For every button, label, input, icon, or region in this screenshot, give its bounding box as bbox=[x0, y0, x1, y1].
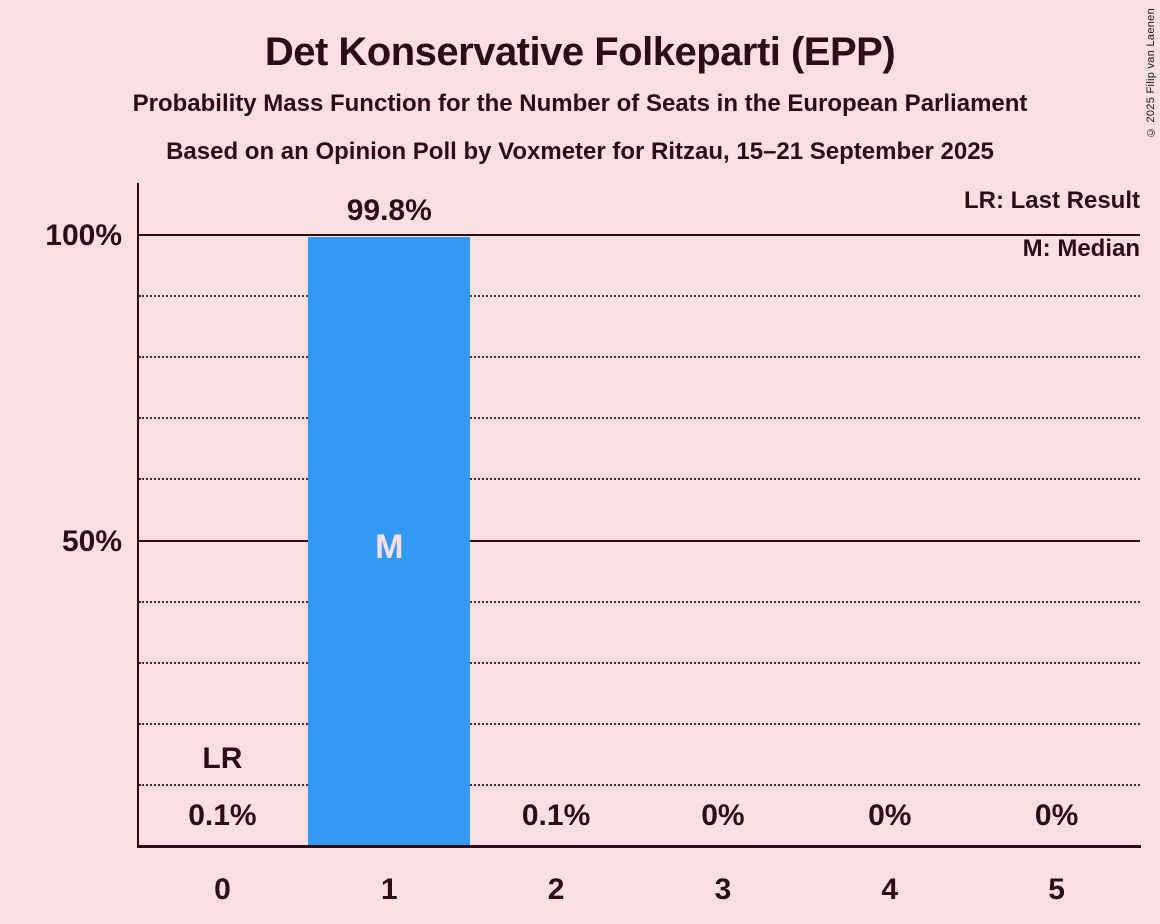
copyright-notice: © 2025 Filip van Laenen bbox=[1145, 8, 1157, 139]
x-axis-labels: 0 1 2 3 4 5 bbox=[139, 872, 1140, 912]
gridline-solid-100 bbox=[139, 234, 1140, 236]
bar-seats-1 bbox=[308, 237, 471, 847]
x-tick-label-0: 0 bbox=[214, 873, 231, 906]
gridline-dotted-30 bbox=[139, 661, 1140, 664]
gridline-dotted-40 bbox=[139, 600, 1140, 603]
gridline-dotted-80 bbox=[139, 356, 1140, 359]
x-tick-label-4: 4 bbox=[881, 873, 899, 906]
poll-info: Based on an Opinion Poll by Voxmeter for… bbox=[166, 138, 994, 165]
legend-median: M: Median bbox=[1022, 235, 1140, 262]
median-marker: M bbox=[375, 528, 404, 566]
last-result-marker: LR bbox=[202, 742, 243, 775]
x-axis-line bbox=[137, 845, 1141, 848]
value-label-seats-5: 0% bbox=[1034, 799, 1079, 832]
chart-title: Det Konservative Folkeparti (EPP) bbox=[264, 30, 896, 74]
x-tick-label-2: 2 bbox=[547, 873, 565, 906]
value-label-seats-3: 0% bbox=[701, 799, 745, 832]
value-label-seats-4: 0% bbox=[868, 799, 912, 832]
x-tick-label-3: 3 bbox=[714, 873, 732, 906]
plot-area: 0.1% 99.8% 0.1% 0% 0% 0% LR M bbox=[139, 183, 1140, 847]
x-tick-label-5: 5 bbox=[1048, 873, 1065, 906]
gridline-dotted-20 bbox=[139, 722, 1140, 725]
y-tick-label-100: 100% bbox=[45, 219, 122, 252]
gridline-solid-50 bbox=[139, 539, 1140, 542]
gridline-dotted-10 bbox=[139, 783, 1140, 786]
y-tick-label-50: 50% bbox=[61, 524, 122, 558]
value-label-seats-1: 99.8% bbox=[346, 194, 432, 228]
value-label-seats-2: 0.1% bbox=[521, 799, 591, 832]
x-tick-label-1: 1 bbox=[380, 873, 398, 906]
chart-subtitle: Probability Mass Function for the Number… bbox=[132, 90, 1028, 117]
y-axis-line bbox=[137, 183, 139, 847]
gridline-dotted-90 bbox=[139, 295, 1140, 298]
gridline-dotted-60 bbox=[139, 478, 1140, 481]
value-label-seats-0: 0.1% bbox=[188, 799, 257, 832]
legend-last-result: LR: Last Result bbox=[963, 187, 1140, 214]
gridline-dotted-70 bbox=[139, 417, 1140, 420]
